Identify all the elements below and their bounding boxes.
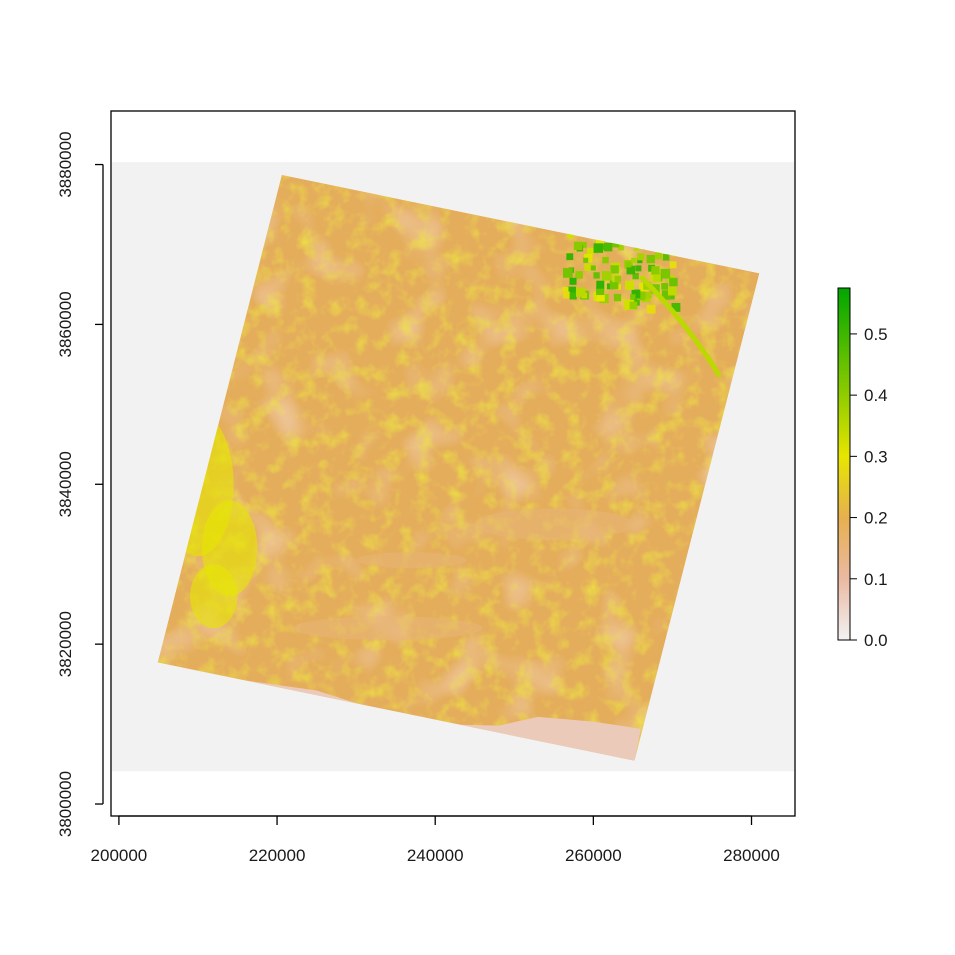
field-pixel bbox=[637, 253, 645, 261]
legend-color-bar bbox=[837, 287, 851, 641]
y-tick-label: 3860000 bbox=[56, 291, 75, 357]
legend-tick-label: 0.2 bbox=[864, 509, 888, 528]
x-tick-label: 260000 bbox=[565, 846, 622, 865]
legend-tick-label: 0.4 bbox=[864, 386, 888, 405]
y-axis: 3800000 3820000 3840000 3860000 3880000 bbox=[56, 131, 104, 837]
field-pixel bbox=[590, 265, 596, 271]
field-pixel bbox=[671, 303, 681, 312]
x-tick-label: 280000 bbox=[723, 846, 780, 865]
field-pixel bbox=[575, 271, 583, 279]
legend-tick-label: 0.5 bbox=[864, 325, 888, 344]
x-tick-label: 200000 bbox=[91, 846, 148, 865]
field-pixel bbox=[603, 242, 613, 252]
field-pixel bbox=[625, 261, 632, 268]
field-pixel bbox=[630, 294, 636, 300]
raster-scene bbox=[157, 174, 760, 761]
legend-ticks: 0.0 0.1 0.2 0.3 0.4 0.5 bbox=[850, 325, 888, 650]
field-pixel bbox=[633, 245, 640, 252]
field-pixel bbox=[655, 252, 662, 260]
field-pixel bbox=[637, 257, 643, 264]
field-pixel bbox=[651, 266, 660, 275]
y-tick-label: 3840000 bbox=[56, 451, 75, 517]
field-pixel bbox=[646, 304, 656, 314]
field-pixel bbox=[669, 261, 677, 269]
x-tick-label: 240000 bbox=[407, 846, 464, 865]
field-pixel bbox=[624, 299, 635, 310]
y-tick-label: 3800000 bbox=[56, 771, 75, 837]
field-pixel bbox=[631, 289, 641, 299]
field-pixel bbox=[593, 272, 600, 279]
field-pixel bbox=[563, 291, 571, 299]
field-pixel bbox=[661, 290, 672, 300]
field-pixel bbox=[617, 244, 624, 251]
field-pixel bbox=[629, 301, 638, 310]
central-basin-patch bbox=[474, 508, 633, 541]
field-pixel bbox=[612, 240, 620, 248]
field-pixel bbox=[653, 274, 661, 283]
legend-tick-label: 0.0 bbox=[864, 631, 888, 650]
field-pixel bbox=[626, 265, 636, 275]
color-legend: 0.0 0.1 0.2 0.3 0.4 0.5 bbox=[837, 287, 888, 650]
field-pixel bbox=[563, 268, 573, 278]
field-pixel bbox=[609, 280, 619, 290]
coastal-strip-region bbox=[157, 662, 641, 761]
field-pixel bbox=[669, 277, 678, 287]
field-pixel bbox=[669, 293, 675, 300]
field-pixel bbox=[610, 265, 619, 274]
field-pixel bbox=[573, 241, 583, 251]
field-pixel bbox=[596, 286, 605, 296]
field-pixel bbox=[584, 263, 592, 271]
field-pixel bbox=[569, 292, 577, 300]
field-pixel bbox=[667, 286, 677, 296]
field-pixel bbox=[586, 247, 594, 255]
y-tick-label: 3820000 bbox=[56, 611, 75, 677]
field-pixel bbox=[596, 280, 605, 289]
central-basin-patch bbox=[292, 616, 483, 641]
field-pixel bbox=[576, 287, 586, 297]
field-pixel bbox=[631, 297, 640, 306]
field-pixel bbox=[583, 257, 589, 263]
field-pixel bbox=[625, 280, 635, 290]
field-pixel bbox=[662, 254, 670, 261]
field-pixel bbox=[636, 291, 646, 301]
field-pixel bbox=[645, 292, 652, 299]
field-pixel bbox=[567, 231, 574, 239]
field-pixel bbox=[613, 293, 622, 302]
field-pixel bbox=[562, 286, 569, 293]
field-pixel bbox=[631, 257, 637, 264]
x-tick-label: 220000 bbox=[249, 846, 306, 865]
field-pixel bbox=[601, 270, 612, 281]
x-axis: 200000 220000 240000 260000 280000 bbox=[91, 815, 780, 865]
river-vegetation bbox=[639, 274, 723, 378]
field-pixel bbox=[566, 253, 574, 261]
field-pixel bbox=[660, 268, 671, 279]
central-basin-patch bbox=[356, 552, 467, 569]
field-pixel bbox=[596, 293, 605, 302]
field-pixel bbox=[661, 283, 668, 290]
field-pixel bbox=[602, 256, 609, 264]
field-pixel bbox=[580, 241, 587, 248]
field-pixel bbox=[569, 277, 577, 285]
field-pixel bbox=[593, 243, 604, 253]
vegetation-patch bbox=[190, 564, 238, 629]
field-pixel bbox=[632, 272, 639, 280]
legend-tick-label: 0.3 bbox=[864, 447, 888, 466]
legend-tick-label: 0.1 bbox=[864, 570, 888, 589]
y-tick-label: 3880000 bbox=[56, 131, 75, 197]
field-pixel bbox=[646, 254, 655, 264]
field-pixel bbox=[635, 265, 642, 272]
field-pixel bbox=[614, 275, 622, 283]
field-pixel bbox=[566, 286, 576, 297]
